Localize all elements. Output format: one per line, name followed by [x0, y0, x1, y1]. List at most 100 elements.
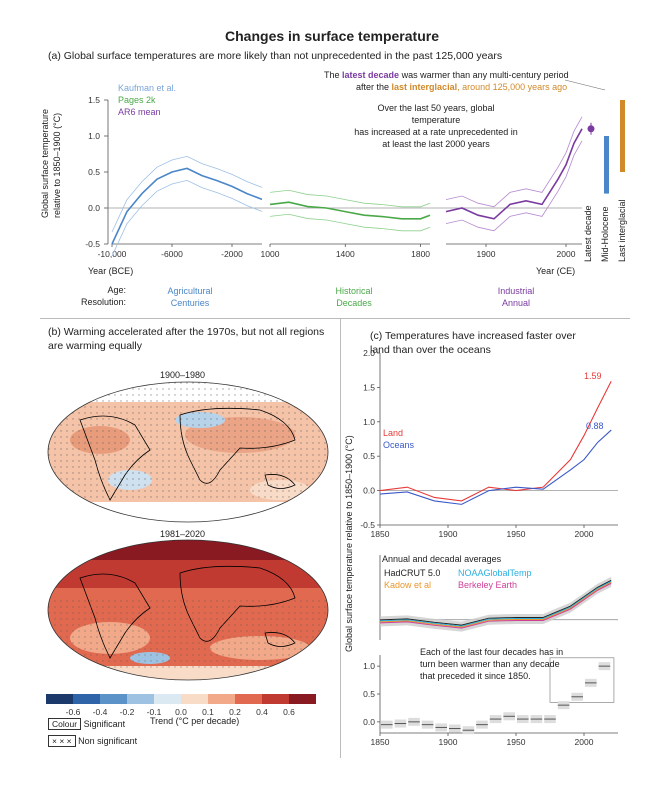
colorbar-tick-label: 0.4 — [256, 707, 268, 717]
y-tick-label: 0.5 — [88, 167, 100, 177]
dataset-line — [379, 582, 612, 629]
map2-title: 1981–2020 — [160, 529, 206, 539]
legend-kaufman: Kaufman et al. — [118, 83, 177, 93]
x-tick-label: -10,000 — [98, 249, 127, 259]
panel-a-xlabel-bce: Year (BCE) — [88, 266, 134, 276]
colorbar-swatch — [46, 694, 73, 704]
y-tick-label: 0.5 — [363, 451, 375, 461]
bar-label-midholocene: Mid-Holocene — [600, 206, 610, 262]
x-tick-label: 1950 — [507, 529, 526, 539]
resolution-label: Resolution: — [80, 297, 126, 307]
colorbar-swatch — [208, 694, 235, 704]
y-tick-label: 1.0 — [88, 131, 100, 141]
map-1981-2020 — [47, 539, 329, 681]
x-tick-label: 1400 — [336, 249, 355, 259]
averages-title: Annual and decadal averages — [382, 554, 502, 564]
series-lower-bound — [269, 213, 431, 232]
y-tick-label: 0.0 — [363, 717, 375, 727]
y-tick-label: -0.5 — [360, 520, 375, 530]
colorbar-tick-label: 0.6 — [283, 707, 295, 717]
divider-vertical — [340, 318, 341, 758]
panel-c-ylabel: Global surface temperature relative to 1… — [344, 435, 354, 652]
dataset-berkeley: Berkeley Earth — [458, 580, 518, 590]
panel-b-heading: (b) Warming accelerated after the 1970s,… — [48, 326, 325, 352]
dataset-noaa: NOAAGlobalTemp — [458, 568, 532, 578]
y-tick-label: 0.0 — [88, 203, 100, 213]
panel-a-xlabel-ce: Year (CE) — [536, 266, 576, 276]
colorbar-swatch — [289, 694, 316, 704]
divider-horizontal — [40, 318, 630, 319]
annotation-leader — [564, 79, 606, 91]
x-tick-label: 1000 — [261, 249, 280, 259]
y-tick-label: 1.5 — [363, 382, 375, 392]
trend-label: Trend (°C per decade) — [150, 716, 240, 726]
series-upper-bound — [269, 189, 431, 208]
bar-label-interglacial: Last interglacial — [617, 199, 627, 262]
annotation-50-years: Over the last 50 years, global temperatu… — [354, 103, 518, 149]
x-tick-label: 1900 — [439, 737, 458, 747]
colorbar-tick-label: -0.6 — [66, 707, 81, 717]
colorbar-tick-label: -0.2 — [120, 707, 135, 717]
uncertainty-band — [380, 576, 612, 632]
series-line-oceans — [379, 429, 612, 505]
y-tick-label: 0.0 — [363, 486, 375, 496]
legend-significant: Colour Significant — [48, 718, 125, 730]
colorbar-tick-label: 0.1 — [202, 707, 214, 717]
annotation-interglacial: after the last interglacial, around 125,… — [356, 82, 568, 92]
colorbar-swatch — [181, 694, 208, 704]
age-label: Age: — [107, 285, 126, 295]
colorbar-swatch — [127, 694, 154, 704]
colorbar-tick-label: -0.1 — [147, 707, 162, 717]
y-tick-label: 1.5 — [88, 95, 100, 105]
page-title: Changes in surface temperature — [225, 28, 439, 44]
land-value-label: 1.59 — [584, 371, 602, 381]
legend-nonsignificant: × × × Non significant — [48, 735, 137, 747]
x-tick-label: 1950 — [507, 737, 526, 747]
colorbar-swatch — [73, 694, 100, 704]
y-tick-label: 1.0 — [363, 661, 375, 671]
colorbar-tick-label: 0.0 — [175, 707, 187, 717]
map-1900-1980 — [47, 381, 329, 523]
panel-c-chart: 2.0 1.5 1.0 0.5 0.0 -0.5 1850 1900 1950 2000 1.0 0.… — [360, 348, 618, 747]
series-line — [269, 201, 431, 220]
panel-a-heading: (a) Global surface temperatures are more… — [48, 50, 503, 62]
colorbar: -0.6 -0.4 -0.2 -0.1 0.0 0.1 0.2 0.4 0.6 — [46, 694, 316, 717]
x-tick-label: 2000 — [557, 249, 576, 259]
panel-a-chart: 1.5 1.0 0.5 0.0 -0.5-10,000 -6000 -2000 1000 140… — [85, 79, 625, 259]
y-tick-label: -0.5 — [85, 239, 100, 249]
x-tick-label: -2000 — [221, 249, 243, 259]
map1-title: 1900–1980 — [160, 370, 206, 380]
dataset-line — [379, 580, 612, 627]
ocean-value-label: 0.88 — [586, 421, 604, 431]
series-line-land — [379, 380, 612, 502]
age-historical: Historical Decades — [335, 286, 373, 308]
series-lower-bound — [445, 140, 583, 232]
panel-c-heading: (c) Temperatures have increased faster o… — [370, 330, 576, 356]
x-tick-label: 1900 — [477, 249, 496, 259]
y-tick-label: 0.5 — [363, 689, 375, 699]
annotation-latest-decade: The latest decade was warmer than any mu… — [324, 70, 569, 80]
legend-ar6: AR6 mean — [118, 107, 161, 117]
dataset-line — [379, 581, 612, 628]
dataset-line — [379, 579, 612, 626]
colorbar-tick-label: -0.4 — [93, 707, 108, 717]
colorbar-swatch — [262, 694, 289, 704]
dataset-kadow: Kadow et al — [384, 580, 432, 590]
x-tick-label: 1850 — [371, 737, 390, 747]
x-tick-label: -6000 — [161, 249, 183, 259]
series-upper-bound — [111, 155, 263, 233]
series-line — [445, 128, 583, 220]
y-tick-label: 2.0 — [363, 348, 375, 358]
x-tick-label: 2000 — [575, 529, 594, 539]
land-label: Land — [383, 428, 404, 438]
x-tick-label: 1900 — [439, 529, 458, 539]
mid-holocene-bar — [604, 136, 609, 194]
x-tick-label: 1800 — [411, 249, 430, 259]
dataset-hadcrut: HadCRUT 5.0 — [384, 568, 441, 578]
bar-label-latest: Latest decade — [583, 205, 593, 262]
highlight-box — [549, 657, 615, 703]
last-interglacial-bar — [620, 100, 625, 172]
y-tick-label: 1.0 — [363, 417, 375, 427]
series-upper-bound — [445, 116, 583, 208]
age-agricultural: Agricultural Centuries — [167, 286, 213, 308]
